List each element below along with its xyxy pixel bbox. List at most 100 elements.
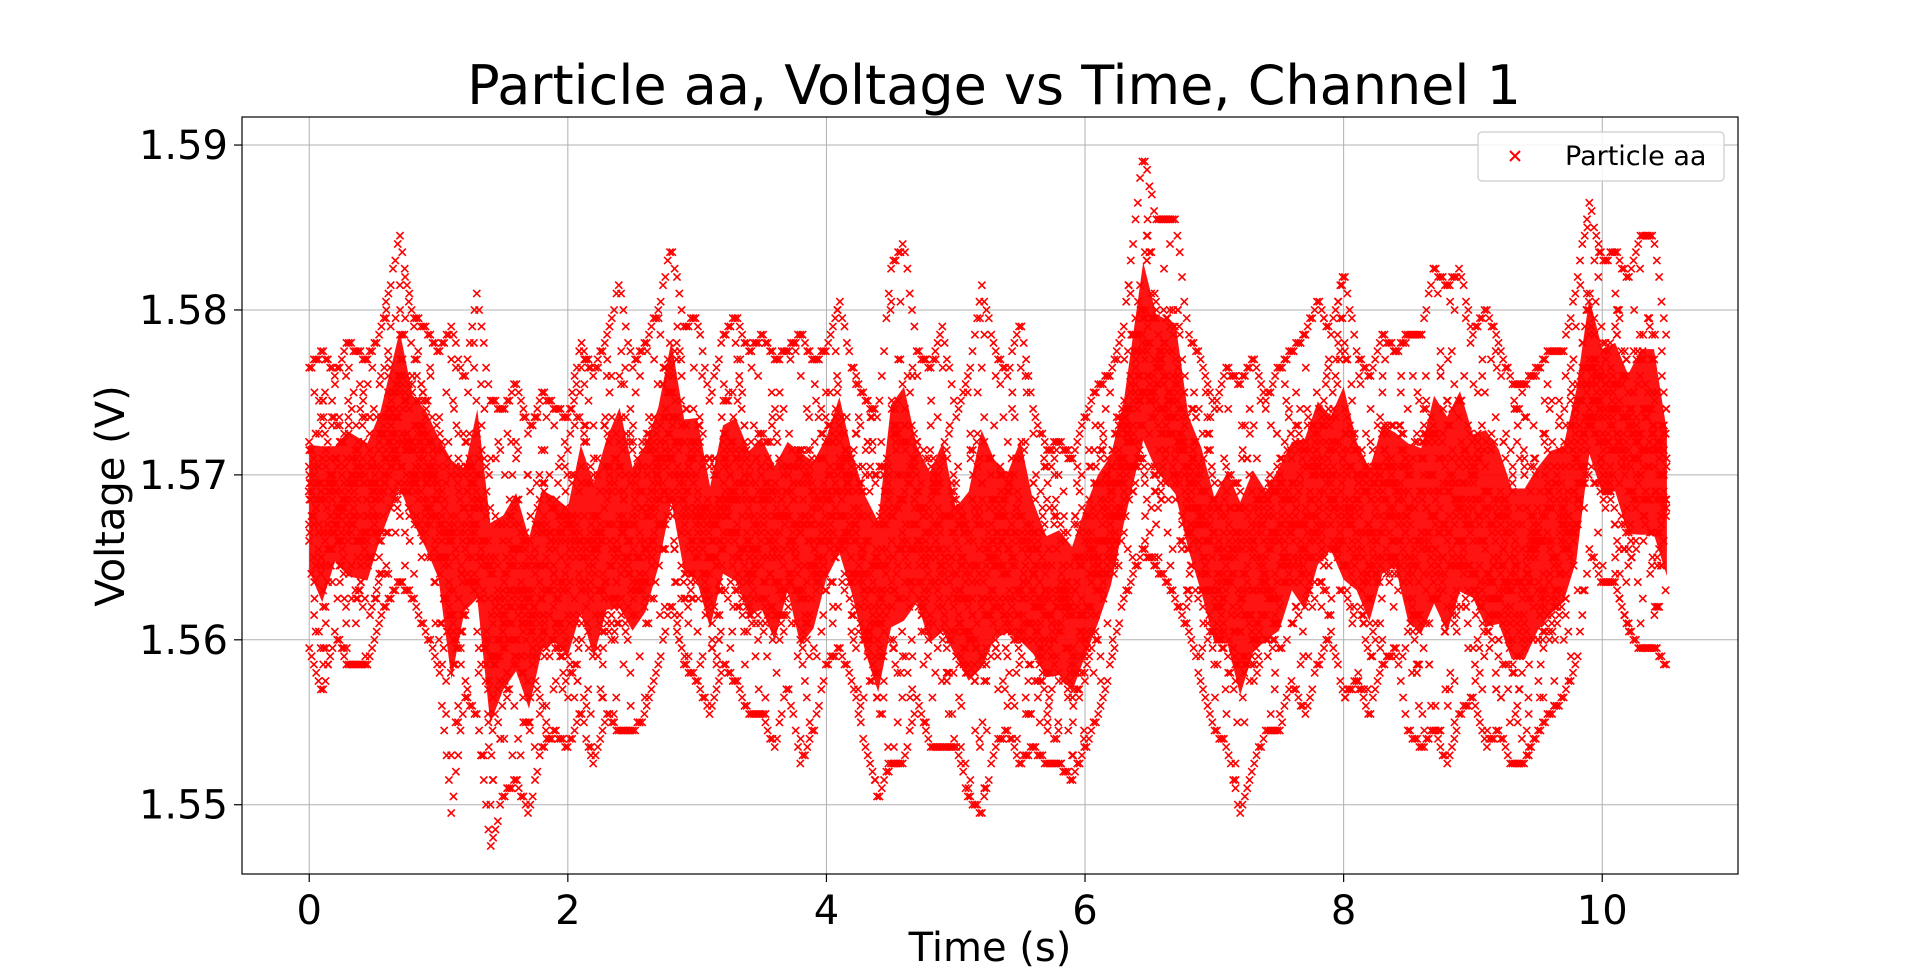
data-point <box>405 536 414 546</box>
data-point <box>619 660 628 669</box>
data-point <box>532 685 542 694</box>
data-point <box>641 619 651 628</box>
data-point <box>360 594 370 603</box>
data-point <box>502 396 512 405</box>
data-point <box>395 231 405 240</box>
data-point <box>537 388 547 397</box>
data-point <box>544 734 554 743</box>
data-point <box>326 652 335 661</box>
data-point <box>337 355 346 364</box>
data-point <box>644 619 653 628</box>
data-point <box>511 437 521 447</box>
data-point <box>381 602 391 611</box>
data-point <box>340 594 349 603</box>
data-point <box>572 413 582 422</box>
data-point <box>649 676 658 686</box>
data-point <box>434 635 444 644</box>
data-point <box>558 685 567 694</box>
data-point <box>439 643 448 653</box>
data-point <box>579 421 589 430</box>
data-point <box>516 396 526 405</box>
data-point <box>658 281 668 290</box>
data-point <box>367 602 376 611</box>
data-point <box>568 734 577 743</box>
data-point <box>442 330 451 339</box>
data-point <box>407 305 416 315</box>
data-point <box>567 470 576 480</box>
data-point <box>356 404 365 414</box>
data-point <box>447 751 456 760</box>
data-point <box>486 841 495 851</box>
data-point <box>500 792 509 801</box>
data-point <box>310 594 319 603</box>
data-point <box>628 363 637 372</box>
data-point <box>545 652 554 661</box>
data-point <box>621 322 630 331</box>
data-point <box>391 586 400 595</box>
data-point <box>419 619 428 628</box>
data-point <box>426 330 435 339</box>
data-point <box>561 413 570 422</box>
data-point <box>582 701 591 710</box>
data-point <box>468 701 477 710</box>
data-point <box>593 355 602 364</box>
data-point <box>533 767 542 776</box>
data-point <box>609 709 618 719</box>
data-point <box>381 297 391 306</box>
data-point <box>472 709 481 719</box>
data-point <box>374 619 384 628</box>
data-point <box>461 437 470 447</box>
data-point <box>474 668 483 677</box>
data-point <box>601 413 610 422</box>
data-point <box>577 709 586 719</box>
data-point <box>393 239 402 249</box>
data-point <box>535 709 544 719</box>
data-point <box>355 586 364 595</box>
data-point <box>454 751 463 760</box>
data-point <box>365 610 375 620</box>
data-point <box>616 380 626 389</box>
data-point <box>621 363 630 372</box>
data-point <box>342 619 351 628</box>
data-point <box>401 314 410 323</box>
data-point <box>628 445 637 455</box>
data-point <box>328 577 337 587</box>
data-point <box>384 355 393 364</box>
chart-title: Particle aa, Voltage vs Time, Channel 1 <box>467 54 1521 117</box>
data-point <box>367 347 377 356</box>
data-point <box>493 718 503 727</box>
data-point <box>547 396 556 405</box>
data-point <box>463 685 472 694</box>
data-point <box>626 347 635 356</box>
data-point <box>642 338 651 348</box>
data-point <box>509 775 519 785</box>
data-point <box>500 404 509 414</box>
data-point <box>654 660 663 669</box>
data-point <box>316 347 326 356</box>
data-point <box>593 363 603 372</box>
data-point <box>374 577 383 587</box>
data-point <box>417 553 426 562</box>
data-point <box>386 281 395 290</box>
data-point <box>347 404 356 414</box>
data-point <box>379 314 388 323</box>
data-point <box>356 577 365 587</box>
data-point <box>323 437 332 447</box>
data-point <box>381 314 391 323</box>
data-point <box>668 248 677 257</box>
data-point <box>572 660 582 669</box>
data-point <box>454 701 463 710</box>
data-point <box>540 742 549 752</box>
data-point <box>563 413 572 422</box>
data-point <box>545 470 554 480</box>
data-point <box>330 380 340 389</box>
data-point <box>656 297 665 306</box>
data-point <box>554 404 563 414</box>
data-point <box>341 371 351 381</box>
data-point <box>583 685 593 694</box>
data-point <box>468 322 477 331</box>
data-point <box>504 685 514 694</box>
data-point <box>454 355 463 364</box>
data-point <box>670 577 680 587</box>
